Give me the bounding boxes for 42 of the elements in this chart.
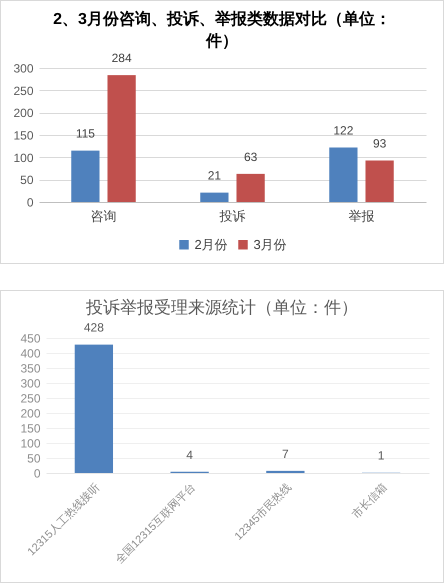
chart-title: 投诉举报受理来源统计（单位：件） [85,297,359,319]
data-label: 428 [84,320,104,335]
y-tick-label: 150 [20,422,41,436]
data-label: 21 [208,168,222,183]
bar [107,75,136,202]
x-tick-label: 市长信箱 [349,480,390,522]
chart-title: 2、3月份咨询、投诉、举报类数据对比（单位：件） [52,9,392,52]
y-tick-label: 300 [13,62,34,76]
y-tick-label: 50 [20,173,34,188]
y-tick-label: 100 [13,150,34,165]
data-label: 7 [282,446,290,461]
y-tick-label: 350 [20,362,41,376]
y-tick-label: 200 [13,106,34,120]
data-label: 4 [186,448,194,462]
data-label: 284 [112,51,132,66]
y-tick-label: 400 [20,346,41,360]
x-tick-label: 举报 [348,208,374,224]
y-tick-label: 0 [26,196,34,210]
bar [329,148,358,202]
y-tick-label: 200 [20,406,41,420]
bar [365,160,394,202]
data-label: 115 [76,126,96,141]
bar [74,344,114,473]
data-label: 63 [244,150,258,164]
y-tick-label: 150 [13,128,34,142]
x-tick-label: 投诉 [218,208,246,224]
y-tick-label: 250 [20,392,41,406]
legend-label: 3月份 [254,236,287,252]
y-tick-label: 450 [20,332,41,346]
y-tick-label: 100 [20,436,41,450]
bar [71,150,100,202]
data-label: 93 [372,136,387,150]
data-label: 1 [378,448,385,463]
y-tick-label: 50 [27,452,41,466]
y-tick-label: 250 [13,84,34,98]
y-tick-label: 0 [34,466,41,480]
y-tick-label: 300 [20,376,41,390]
bar [200,192,229,202]
legend-label: 2月份 [194,236,228,252]
bar [236,174,265,202]
x-tick-label: 咨询 [90,208,116,224]
data-label: 122 [333,124,354,138]
